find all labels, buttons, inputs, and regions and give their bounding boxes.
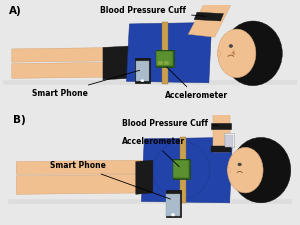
Bar — [3, 80, 297, 84]
Text: Accelerometer: Accelerometer — [165, 67, 228, 101]
Bar — [166, 190, 181, 217]
Bar — [162, 22, 168, 84]
Ellipse shape — [217, 50, 221, 56]
Ellipse shape — [238, 163, 241, 166]
Polygon shape — [194, 12, 224, 21]
Polygon shape — [206, 0, 235, 5]
Ellipse shape — [214, 95, 217, 101]
Ellipse shape — [229, 45, 233, 47]
Ellipse shape — [218, 29, 256, 78]
Text: Accelerometer: Accelerometer — [122, 137, 185, 167]
Ellipse shape — [227, 147, 263, 193]
Polygon shape — [213, 112, 230, 152]
Polygon shape — [12, 47, 121, 62]
Polygon shape — [103, 46, 129, 80]
Bar — [158, 61, 162, 64]
Bar — [157, 51, 173, 66]
Bar — [164, 61, 168, 64]
Polygon shape — [12, 62, 127, 78]
Ellipse shape — [231, 137, 291, 203]
Ellipse shape — [218, 95, 220, 101]
Bar — [156, 50, 173, 67]
Bar — [8, 199, 292, 203]
Bar — [135, 58, 150, 83]
Ellipse shape — [215, 99, 227, 108]
Ellipse shape — [172, 214, 175, 216]
Bar — [173, 160, 189, 178]
Polygon shape — [16, 174, 144, 194]
Text: Smart Phone: Smart Phone — [50, 161, 170, 199]
Bar — [167, 194, 180, 216]
Text: A): A) — [9, 6, 22, 16]
Polygon shape — [188, 0, 232, 37]
Bar — [180, 137, 186, 203]
Ellipse shape — [141, 80, 144, 82]
Text: Blood Pressure Cuff: Blood Pressure Cuff — [100, 6, 206, 16]
Polygon shape — [136, 160, 153, 194]
Bar — [211, 123, 231, 129]
Ellipse shape — [221, 95, 224, 101]
Bar — [173, 159, 190, 179]
Text: B): B) — [14, 115, 26, 125]
Bar — [224, 133, 234, 147]
Polygon shape — [214, 106, 228, 115]
Polygon shape — [127, 22, 212, 83]
Polygon shape — [16, 160, 142, 174]
Bar — [136, 61, 149, 81]
Text: Blood Pressure Cuff: Blood Pressure Cuff — [122, 119, 218, 128]
Bar — [211, 146, 231, 152]
Polygon shape — [232, 50, 235, 55]
Bar — [225, 135, 233, 146]
Ellipse shape — [153, 142, 210, 199]
Ellipse shape — [224, 95, 227, 101]
Ellipse shape — [227, 167, 231, 173]
Polygon shape — [142, 137, 232, 203]
Ellipse shape — [224, 21, 282, 86]
Ellipse shape — [227, 95, 230, 101]
Text: Smart Phone: Smart Phone — [32, 70, 140, 98]
